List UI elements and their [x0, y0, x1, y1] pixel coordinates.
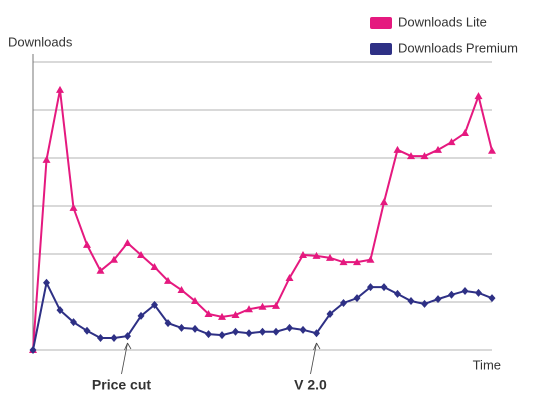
marker: [83, 326, 91, 335]
marker: [151, 300, 158, 309]
marker: [393, 145, 402, 153]
annotation-arrowhead: [124, 342, 132, 351]
marker: [43, 278, 50, 287]
y-axis-label: Downloads: [8, 34, 73, 49]
marker: [367, 283, 374, 292]
x-axis-label: Time: [473, 357, 501, 372]
marker: [232, 327, 239, 336]
marker: [394, 289, 401, 298]
marker: [56, 306, 64, 315]
marker: [191, 324, 199, 333]
series-line: [32, 89, 493, 351]
marker: [353, 294, 361, 303]
marker: [205, 330, 212, 339]
marker: [407, 297, 415, 306]
marker: [124, 332, 131, 341]
legend-label: Downloads Premium: [398, 40, 518, 55]
marker: [204, 310, 213, 317]
marker: [407, 152, 415, 160]
marker: [218, 331, 226, 340]
marker: [285, 274, 294, 281]
marker: [29, 346, 37, 354]
marker: [83, 240, 91, 248]
marker: [380, 198, 388, 206]
marker: [259, 327, 266, 336]
marker: [448, 290, 455, 299]
marker: [326, 310, 334, 318]
marker: [110, 255, 118, 263]
marker: [475, 288, 482, 297]
marker: [272, 301, 280, 309]
legend-swatch: [370, 43, 392, 55]
marker: [434, 295, 442, 304]
marker: [474, 92, 483, 100]
marker: [110, 334, 118, 342]
annotation-arrow: [121, 342, 128, 375]
legend-swatch: [370, 17, 392, 29]
marker: [488, 294, 496, 303]
annotation: V 2.0: [294, 377, 327, 393]
marker: [123, 238, 132, 246]
marker: [312, 251, 321, 259]
marker: [96, 266, 105, 274]
marker: [286, 323, 293, 332]
marker: [434, 145, 442, 153]
marker: [70, 318, 77, 327]
marker: [461, 129, 469, 137]
marker: [353, 258, 361, 266]
marker: [326, 253, 334, 261]
marker: [488, 146, 496, 154]
marker: [447, 138, 456, 146]
marker: [164, 319, 172, 328]
marker: [299, 250, 307, 258]
marker: [56, 85, 64, 93]
marker: [299, 325, 307, 334]
marker: [178, 323, 185, 332]
marker: [420, 152, 429, 160]
marker: [245, 329, 253, 338]
marker: [258, 302, 267, 310]
marker: [69, 203, 78, 211]
marker: [191, 297, 199, 305]
marker: [340, 298, 347, 307]
marker: [218, 312, 226, 320]
annotation: Price cut: [92, 377, 151, 393]
marker: [42, 155, 51, 163]
marker: [313, 329, 320, 338]
marker: [380, 283, 388, 292]
marker: [461, 286, 469, 295]
marker: [97, 334, 104, 342]
marker: [366, 255, 375, 263]
marker: [177, 286, 186, 293]
marker: [164, 276, 172, 284]
marker: [137, 311, 145, 320]
marker: [272, 327, 280, 336]
marker: [245, 305, 253, 313]
marker: [231, 310, 240, 318]
annotation-arrow: [310, 342, 317, 375]
annotation-arrowhead: [313, 342, 321, 351]
marker: [339, 258, 348, 266]
legend-label: Downloads Lite: [398, 14, 487, 29]
marker: [421, 299, 428, 308]
marker: [137, 250, 145, 258]
marker: [150, 262, 159, 270]
